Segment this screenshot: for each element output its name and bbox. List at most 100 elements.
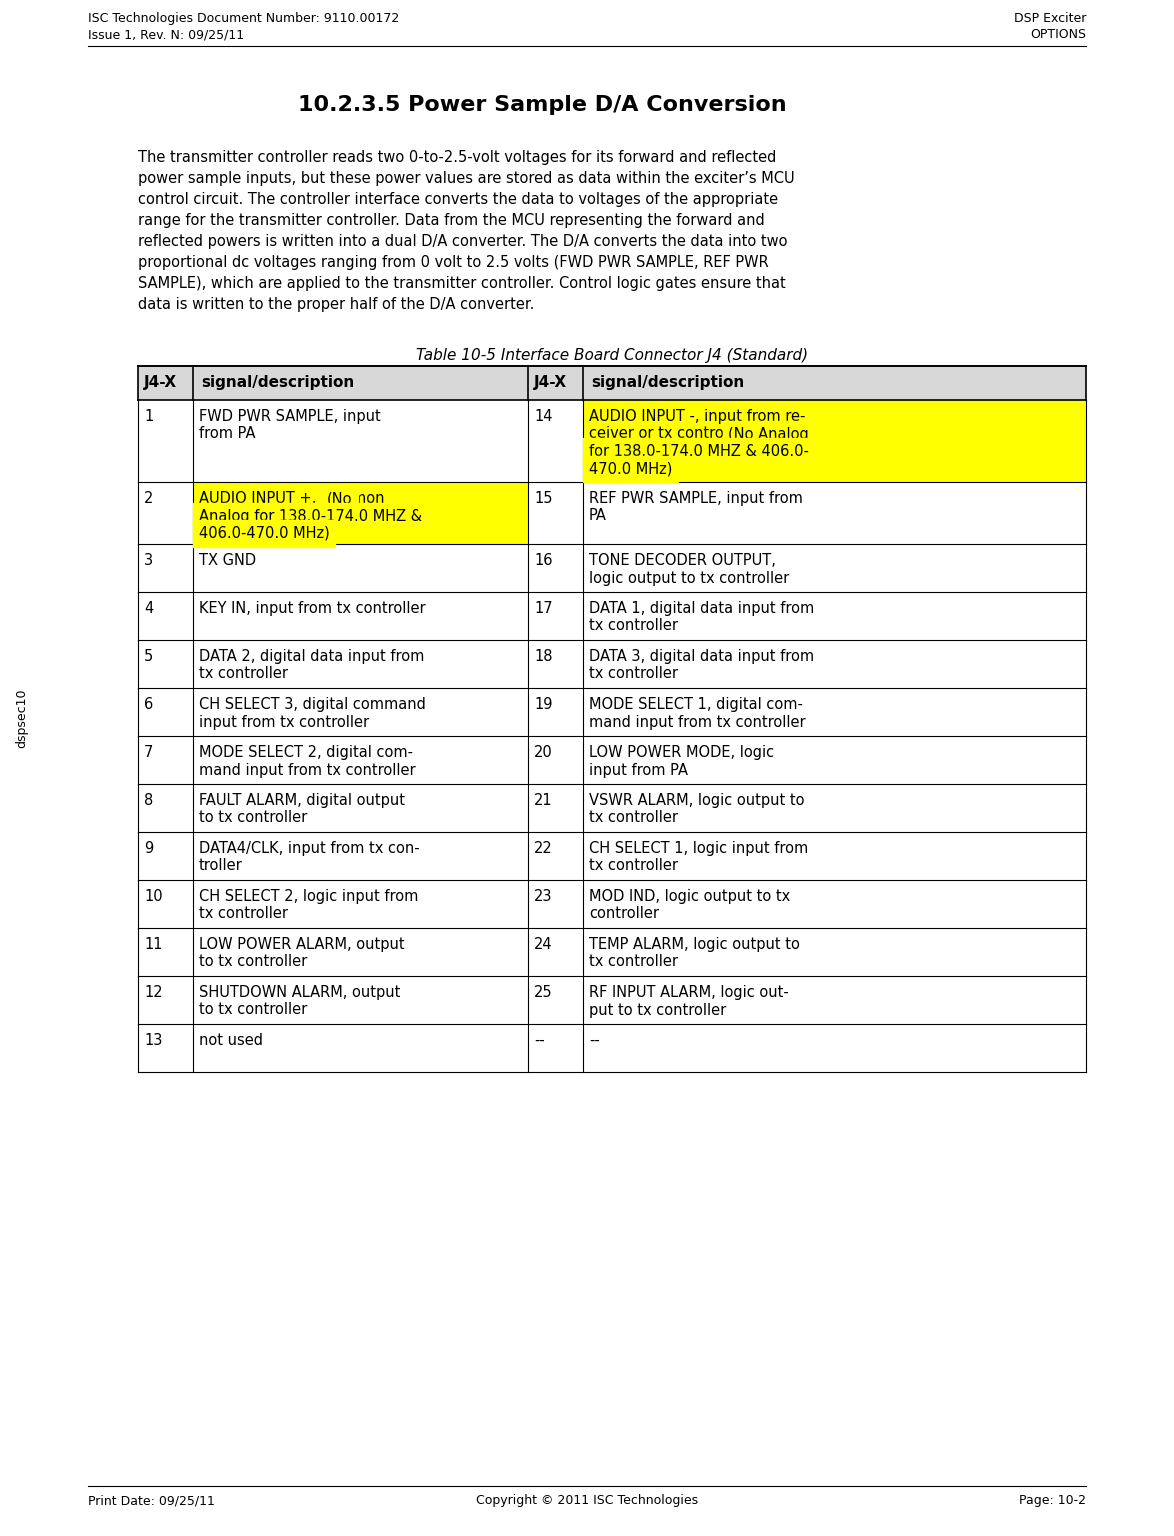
Text: (No Analog: (No Analog [728,427,809,441]
Bar [139,366,1086,399]
Text: range for the transmitter controller. Data from the MCU representing the forward: range for the transmitter controller. Da… [139,214,764,227]
Text: mand input from tx controller: mand input from tx controller [589,714,805,730]
Text: 11: 11 [144,937,162,952]
Text: J4-X: J4-X [534,375,567,390]
Text: input from PA: input from PA [589,762,688,777]
Text: SHUTDOWN ALARM, output: SHUTDOWN ALARM, output [200,985,400,1000]
Text: tx controller: tx controller [200,667,288,682]
Text: 2: 2 [144,492,154,505]
Text: --: -- [534,1034,545,1048]
Text: KEY IN, input from tx controller: KEY IN, input from tx controller [200,601,426,616]
Text: MODE SELECT 1, digital com-: MODE SELECT 1, digital com- [589,697,803,713]
Text: 17: 17 [534,601,553,616]
Text: 20: 20 [534,745,553,760]
Text: VSWR ALARM, logic output to: VSWR ALARM, logic output to [589,793,804,808]
Text: to tx controller: to tx controller [200,811,308,825]
Text: LOW POWER ALARM, output: LOW POWER ALARM, output [200,937,405,952]
Text: not used: not used [200,1034,263,1048]
Text: 406.0-470.0 MHz): 406.0-470.0 MHz) [200,525,330,541]
Text: The transmitter controller reads two 0-to-2.5-volt voltages for its forward and : The transmitter controller reads two 0-t… [139,151,776,164]
Text: 25: 25 [534,985,553,1000]
Text: 19: 19 [534,697,553,713]
Text: TX GND: TX GND [200,553,256,568]
Text: AUDIO INPUT -, input from re-: AUDIO INPUT -, input from re- [589,409,805,424]
Text: proportional dc voltages ranging from 0 volt to 2.5 volts (FWD PWR SAMPLE, REF P: proportional dc voltages ranging from 0 … [139,255,769,270]
Text: tx controller: tx controller [589,954,679,969]
Text: tx controller: tx controller [589,667,679,682]
Text: SAMPLE), which are applied to the transmitter controller. Control logic gates en: SAMPLE), which are applied to the transm… [139,276,785,290]
Text: tx controller: tx controller [589,811,679,825]
Text: 1: 1 [144,409,154,424]
Text: 13: 13 [144,1034,162,1048]
Text: DATA 3, digital data input from: DATA 3, digital data input from [589,650,814,664]
Text: MODE SELECT 2, digital com-: MODE SELECT 2, digital com- [200,745,413,760]
Text: reflected powers is written into a dual D/A converter. The D/A converts the data: reflected powers is written into a dual … [139,233,788,249]
Text: 10.2.3.5 Power Sample D/A Conversion: 10.2.3.5 Power Sample D/A Conversion [298,95,787,115]
Text: RF INPUT ALARM, logic out-: RF INPUT ALARM, logic out- [589,985,789,1000]
Text: 16: 16 [534,553,553,568]
Text: power sample inputs, but these power values are stored as data within the excite: power sample inputs, but these power val… [139,170,795,186]
Text: Analog for 138.0-174.0 MHZ &: Analog for 138.0-174.0 MHZ & [200,508,423,524]
Text: 9: 9 [144,842,154,856]
Text: CH SELECT 3, digital command: CH SELECT 3, digital command [200,697,426,713]
Text: control circuit. The controller interface converts the data to voltages of the a: control circuit. The controller interfac… [139,192,778,207]
Text: REF PWR SAMPLE, input from: REF PWR SAMPLE, input from [589,492,803,505]
Bar [193,482,528,544]
Text: put to tx controller: put to tx controller [589,1003,727,1017]
Text: to tx controller: to tx controller [200,1003,308,1017]
Text: ISC Technologies Document Number: 9110.00172: ISC Technologies Document Number: 9110.0… [88,12,399,25]
Text: LOW POWER MODE, logic: LOW POWER MODE, logic [589,745,774,760]
Text: 3: 3 [144,553,153,568]
Text: DSP Exciter: DSP Exciter [1013,12,1086,25]
Text: from PA: from PA [200,427,256,441]
Text: OPTIONS: OPTIONS [1030,28,1086,41]
Text: 23: 23 [534,889,553,905]
Text: AUDIO INPUT +, common: AUDIO INPUT +, common [200,492,389,505]
Text: TEMP ALARM, logic output to: TEMP ALARM, logic output to [589,937,799,952]
Text: ceiver or tx controller: ceiver or tx controller [589,427,751,441]
Text: 4: 4 [144,601,154,616]
Text: 21: 21 [534,793,553,808]
Text: 15: 15 [534,492,553,505]
Text: 470.0 MHz): 470.0 MHz) [589,461,673,476]
Text: troller: troller [200,859,243,874]
Text: 24: 24 [534,937,553,952]
Text: J4-X: J4-X [144,375,177,390]
Text: Table 10-5 Interface Board Connector J4 (Standard): Table 10-5 Interface Board Connector J4 … [416,349,808,362]
Text: 8: 8 [144,793,154,808]
Text: DATA 2, digital data input from: DATA 2, digital data input from [200,650,424,664]
Text: tx controller: tx controller [589,859,679,874]
Text: 10: 10 [144,889,163,905]
Text: MOD IND, logic output to tx: MOD IND, logic output to tx [589,889,790,905]
Text: input from tx controller: input from tx controller [200,714,369,730]
Text: Issue 1, Rev. N: 09/25/11: Issue 1, Rev. N: 09/25/11 [88,28,244,41]
Text: --: -- [589,1034,600,1048]
Text: DATA 1, digital data input from: DATA 1, digital data input from [589,601,815,616]
Text: Print Date: 09/25/11: Print Date: 09/25/11 [88,1495,215,1507]
Text: 5: 5 [144,650,154,664]
Text: 7: 7 [144,745,154,760]
Text: mand input from tx controller: mand input from tx controller [200,762,416,777]
Text: controller: controller [589,906,659,922]
Text: 14: 14 [534,409,553,424]
Text: DATA4/CLK, input from tx con-: DATA4/CLK, input from tx con- [200,842,419,856]
Text: signal/description: signal/description [591,375,744,390]
Text: CH SELECT 2, logic input from: CH SELECT 2, logic input from [200,889,418,905]
Text: Page: 10-2: Page: 10-2 [1019,1495,1086,1507]
Text: PA: PA [589,508,607,524]
Text: tx controller: tx controller [589,619,679,633]
Text: signal/description: signal/description [201,375,355,390]
Text: logic output to tx controller: logic output to tx controller [589,570,789,585]
Text: data is written to the proper half of the D/A converter.: data is written to the proper half of th… [139,296,534,312]
Text: for 138.0-174.0 MHZ & 406.0-: for 138.0-174.0 MHZ & 406.0- [589,444,809,459]
Text: 22: 22 [534,842,553,856]
Text: (No: (No [326,492,352,505]
Text: dspsec10: dspsec10 [15,688,28,748]
Text: 6: 6 [144,697,154,713]
Text: 18: 18 [534,650,553,664]
Text: CH SELECT 1, logic input from: CH SELECT 1, logic input from [589,842,808,856]
Text: 12: 12 [144,985,163,1000]
Text: tx controller: tx controller [200,906,288,922]
Text: FWD PWR SAMPLE, input: FWD PWR SAMPLE, input [200,409,380,424]
Text: to tx controller: to tx controller [200,954,308,969]
